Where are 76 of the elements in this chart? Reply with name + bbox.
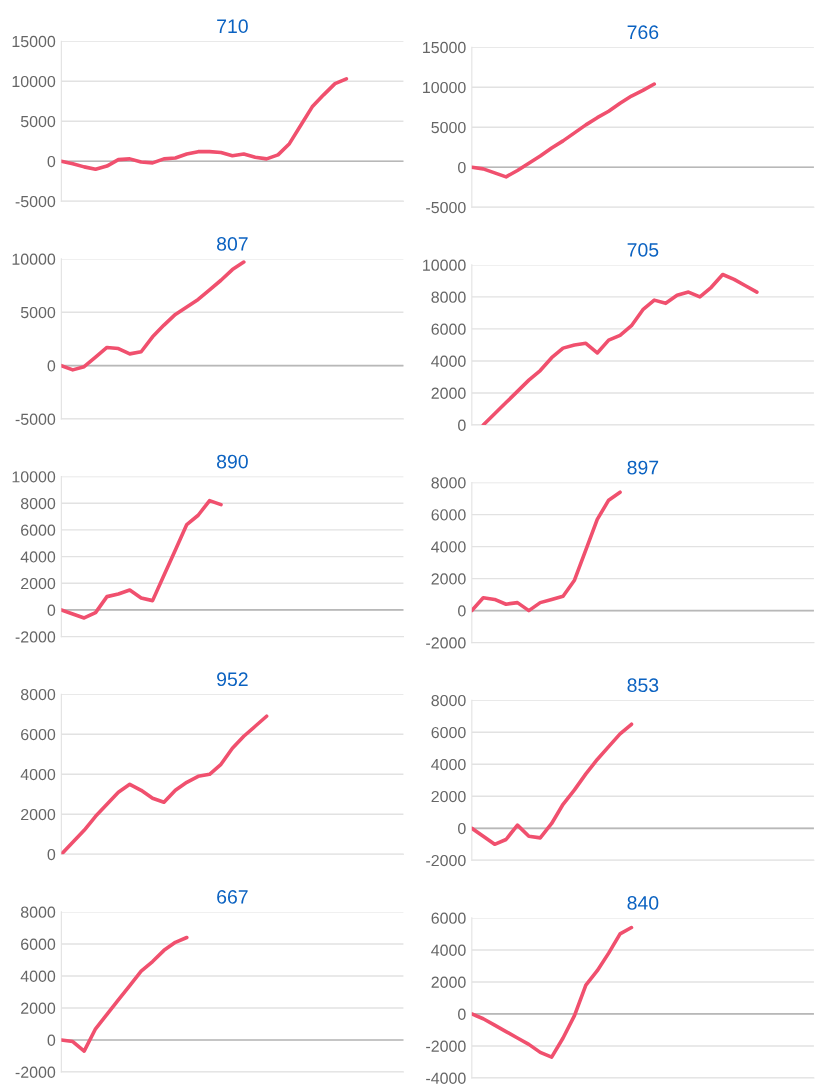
chart-title: 853 — [627, 678, 659, 693]
chart-title: 897 — [627, 460, 659, 475]
line-series — [471, 722, 634, 847]
line-series — [61, 77, 349, 172]
y-tick-label: 2000 — [431, 573, 466, 585]
line-series — [61, 714, 269, 855]
y-tick-label: -5000 — [426, 201, 466, 214]
y-tick-label: 8000 — [431, 477, 466, 489]
y-tick-label: 4000 — [20, 768, 56, 781]
y-tick-label: 8000 — [20, 497, 56, 510]
y-tick-label: 0 — [458, 1008, 466, 1020]
y-tick-label: 15000 — [423, 41, 466, 54]
y-tick-label: 5000 — [20, 115, 56, 128]
y-tick-label: 2000 — [21, 1002, 56, 1014]
y-tick-label: -4000 — [426, 1072, 466, 1084]
y-tick-label: 4000 — [20, 551, 56, 563]
y-tick-label: 6000 — [21, 524, 56, 536]
chart-title: 890 — [217, 454, 248, 469]
chart-title: 710 — [217, 19, 248, 34]
y-tick-label: 0 — [458, 822, 466, 835]
y-tick-label: 0 — [47, 604, 56, 616]
y-tick-label: 4000 — [431, 355, 466, 367]
y-tick-label: 6000 — [431, 912, 466, 924]
y-tick-label: 8000 — [431, 694, 466, 707]
y-tick-label: -2000 — [15, 1066, 56, 1078]
y-tick-label: 0 — [458, 605, 466, 617]
y-tick-label: 6000 — [431, 509, 466, 521]
y-tick-label: 10000 — [423, 81, 466, 94]
chart-title: 667 — [217, 890, 248, 904]
y-tick-label: -2000 — [426, 1040, 466, 1052]
y-tick-label: 6000 — [431, 323, 466, 335]
y-tick-label: 2000 — [431, 790, 466, 803]
y-tick-label: -2000 — [15, 631, 56, 643]
chart-title: 766 — [627, 25, 659, 40]
y-tick-label: 8000 — [20, 688, 56, 701]
line-series — [471, 82, 657, 179]
line-series — [61, 498, 223, 620]
y-tick-label: 4000 — [20, 970, 56, 982]
y-tick-label: 5000 — [431, 121, 466, 134]
y-tick-label: 10000 — [12, 75, 56, 88]
y-tick-label: 10000 — [12, 471, 56, 483]
y-tick-label: -5000 — [15, 413, 56, 425]
chart-title: 952 — [217, 672, 248, 687]
y-tick-label: 2000 — [21, 577, 56, 590]
line-series — [61, 935, 189, 1053]
y-tick-label: 4000 — [431, 541, 466, 553]
y-tick-label: 0 — [458, 161, 466, 174]
line-series — [471, 490, 622, 613]
y-tick-label: 5000 — [20, 306, 56, 319]
y-tick-label: -2000 — [426, 637, 466, 649]
y-tick-label: 6000 — [431, 726, 466, 739]
y-tick-label: 2000 — [21, 808, 56, 821]
y-tick-label: 8000 — [20, 906, 56, 918]
y-tick-label: 0 — [47, 155, 56, 168]
y-tick-label: 4000 — [431, 758, 466, 771]
y-tick-label: 10000 — [423, 259, 466, 271]
y-tick-label: 0 — [458, 419, 466, 431]
y-tick-label: 0 — [47, 1034, 56, 1046]
y-tick-label: 2000 — [431, 976, 466, 988]
y-tick-label: 2000 — [431, 387, 466, 399]
chart-title: 807 — [217, 236, 248, 251]
y-tick-label: 6000 — [21, 938, 56, 950]
y-tick-label: 0 — [47, 848, 56, 861]
y-tick-label: 15000 — [12, 35, 56, 48]
line-series — [61, 260, 246, 372]
line-series — [481, 272, 759, 425]
line-series — [471, 925, 634, 1059]
chart-title: 840 — [627, 896, 659, 910]
y-tick-label: -2000 — [426, 854, 466, 867]
y-tick-label: 8000 — [431, 291, 466, 303]
y-tick-label: -5000 — [15, 195, 56, 208]
y-tick-label: 0 — [47, 360, 56, 372]
chart-title: 705 — [627, 242, 659, 257]
y-tick-label: 10000 — [12, 253, 56, 265]
y-tick-label: 4000 — [431, 944, 466, 956]
y-tick-label: 6000 — [21, 728, 56, 741]
